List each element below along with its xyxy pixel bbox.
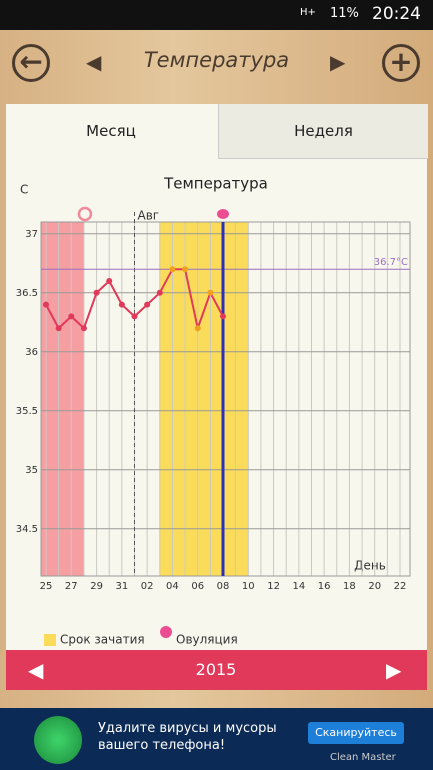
tab[interactable]: Неделя bbox=[218, 104, 428, 159]
legend-swatch bbox=[160, 626, 172, 638]
y-axis-label: С bbox=[20, 183, 28, 197]
header: ← ◀ Температура ▶ + bbox=[0, 30, 433, 96]
x-tick-label: 20 bbox=[368, 581, 381, 592]
x-tick-label: 16 bbox=[318, 581, 331, 592]
point bbox=[43, 301, 49, 308]
network: H+ bbox=[300, 7, 316, 18]
ad-icon bbox=[34, 716, 82, 764]
x-axis-label: День bbox=[354, 559, 386, 573]
point bbox=[55, 325, 62, 332]
point bbox=[194, 325, 201, 332]
chart-title: Температура bbox=[163, 175, 268, 193]
y-tick-label: 36.5 bbox=[16, 288, 38, 299]
tab[interactable]: Месяц bbox=[6, 104, 216, 158]
point bbox=[106, 278, 113, 284]
year-bar: ◀ 2015 ▶ bbox=[6, 650, 427, 690]
point bbox=[220, 313, 226, 320]
add-button[interactable]: + bbox=[382, 44, 420, 82]
reference-label: 36.7°C bbox=[374, 257, 408, 268]
x-tick-label: 18 bbox=[343, 581, 356, 592]
point bbox=[182, 266, 189, 273]
x-tick-label: 29 bbox=[90, 581, 103, 592]
x-tick-label: 27 bbox=[65, 581, 78, 592]
next[interactable]: ▶ bbox=[330, 50, 346, 74]
ad-banner[interactable]: Удалите вирусы и мусоры вашего телефона!… bbox=[0, 708, 433, 770]
point bbox=[144, 301, 151, 308]
battery: 11% bbox=[330, 6, 359, 21]
point bbox=[131, 313, 138, 320]
y-tick-label: 36 bbox=[25, 347, 38, 358]
point bbox=[118, 301, 125, 308]
legend-swatch bbox=[44, 634, 56, 646]
year: 2015 bbox=[195, 660, 237, 679]
x-tick-label: 02 bbox=[141, 581, 154, 592]
month-label: Авг bbox=[138, 209, 160, 223]
next-year[interactable]: ▶ bbox=[386, 658, 402, 682]
y-tick-label: 37 bbox=[25, 229, 38, 240]
chart: Температура С День Срок зачатия Овуляция… bbox=[16, 175, 411, 647]
x-tick-label: 04 bbox=[166, 581, 179, 592]
x-tick-label: 14 bbox=[292, 581, 305, 592]
x-tick-label: 06 bbox=[191, 581, 204, 592]
x-tick-label: 08 bbox=[217, 581, 230, 592]
header-title: Температура bbox=[143, 48, 290, 72]
point bbox=[93, 289, 100, 296]
ovulation-marker bbox=[217, 209, 229, 219]
legend-label: Овуляция bbox=[176, 633, 238, 647]
status-bar: H+ 11% 20:24 bbox=[0, 0, 433, 30]
back-button[interactable]: ← bbox=[12, 44, 50, 82]
y-tick-label: 35 bbox=[25, 465, 38, 476]
plot-frame bbox=[40, 221, 411, 577]
period-marker bbox=[77, 206, 93, 222]
point bbox=[169, 266, 176, 273]
y-tick-label: 35.5 bbox=[16, 406, 38, 417]
point bbox=[207, 289, 214, 296]
point bbox=[80, 325, 87, 332]
y-tick-label: 34.5 bbox=[16, 524, 38, 535]
period-band bbox=[41, 222, 84, 576]
prev[interactable]: ◀ bbox=[86, 50, 102, 74]
ad-text: Удалите вирусы и мусоры вашего телефона! bbox=[98, 721, 277, 753]
ad-button[interactable]: Сканируйтесь bbox=[308, 722, 404, 744]
legend-label: Срок зачатия bbox=[60, 633, 145, 647]
fertile-band bbox=[159, 222, 249, 576]
x-tick-label: 10 bbox=[242, 581, 255, 592]
x-tick-label: 31 bbox=[115, 581, 128, 592]
x-tick-label: 12 bbox=[267, 581, 280, 592]
prev-year[interactable]: ◀ bbox=[28, 658, 44, 682]
clock: 20:24 bbox=[372, 4, 421, 24]
x-tick-label: 25 bbox=[40, 581, 53, 592]
point bbox=[68, 313, 75, 320]
x-tick-label: 22 bbox=[394, 581, 407, 592]
point bbox=[156, 289, 163, 296]
ad-brand: Clean Master bbox=[330, 752, 396, 763]
